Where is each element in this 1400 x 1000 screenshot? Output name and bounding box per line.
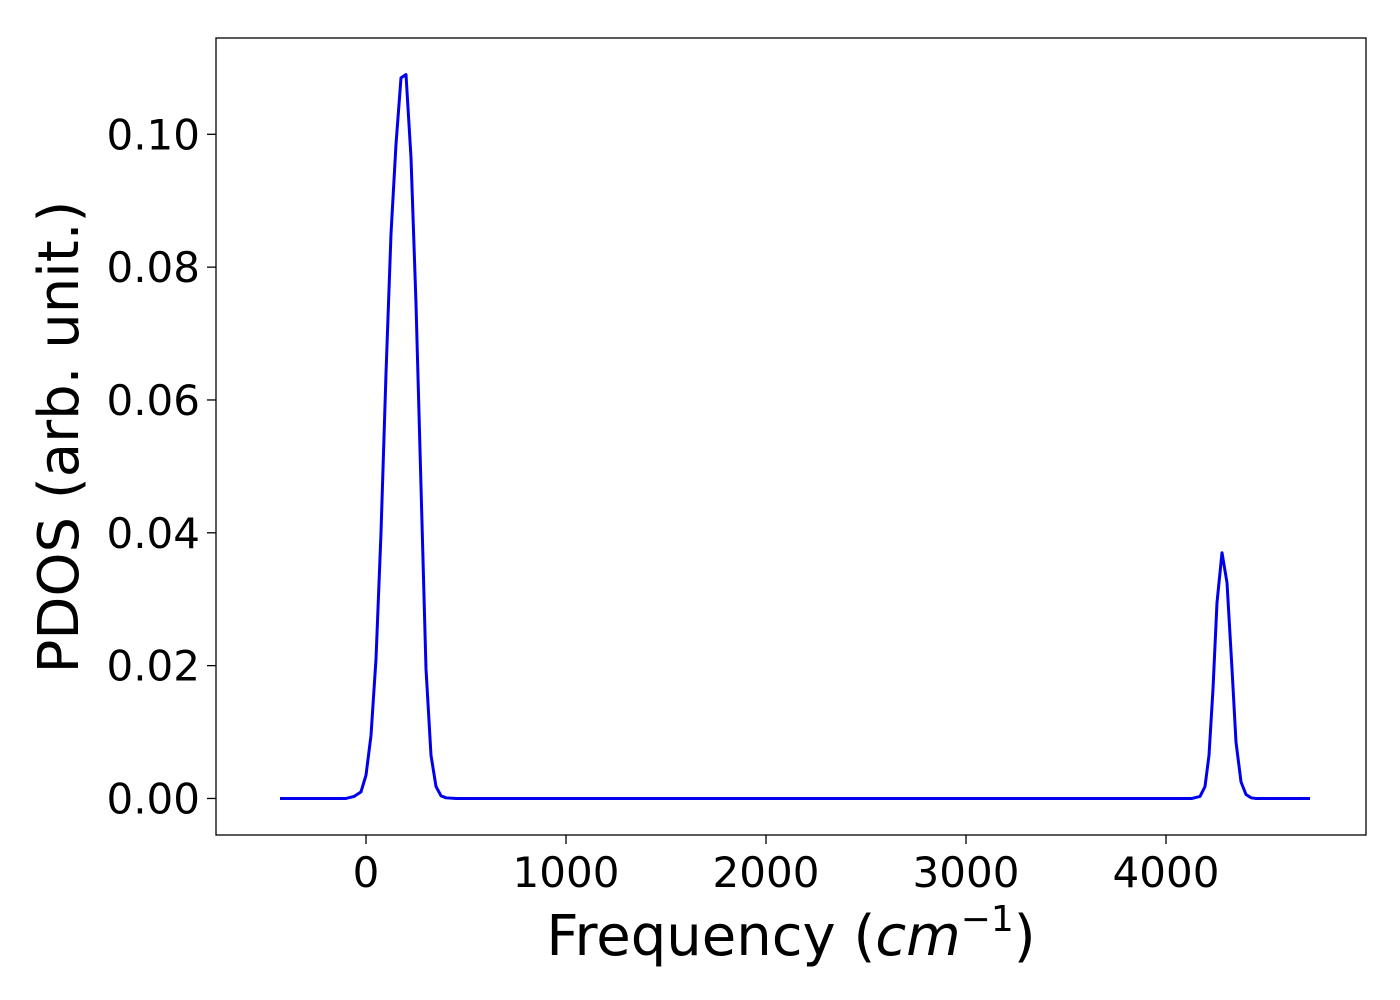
y-tick-label: 0.06 (106, 376, 200, 425)
x-axis-label: Frequency (cm−1) (546, 899, 1035, 969)
y-tick-label: 0.02 (106, 642, 200, 691)
plot-area (215, 37, 1367, 836)
y-axis-label: PDOS (arb. unit.) (27, 201, 92, 674)
x-axis-label-text: Frequency ( (546, 904, 875, 969)
x-axis-label-exponent: −1 (961, 899, 1014, 940)
y-tick-label: 0.00 (106, 774, 200, 823)
x-tick-label: 2000 (713, 848, 820, 897)
x-tick-label: 3000 (913, 848, 1020, 897)
x-tick-label: 0 (353, 848, 380, 897)
y-tick-label: 0.04 (106, 509, 200, 558)
x-tick-label: 4000 (1113, 848, 1220, 897)
y-tick-label: 0.10 (106, 110, 200, 159)
x-tick-label: 1000 (513, 848, 620, 897)
y-axis-ticks: 0.00 0.02 0.04 0.06 0.08 0.10 (106, 110, 216, 823)
y-tick-label: 0.08 (106, 243, 200, 292)
x-axis-ticks: 0 1000 2000 3000 4000 (353, 835, 1220, 897)
x-axis-label-close: ) (1014, 904, 1036, 969)
x-axis-label-unit: cm (875, 904, 960, 969)
series-group (280, 73, 1310, 800)
series-line (280, 73, 1310, 800)
